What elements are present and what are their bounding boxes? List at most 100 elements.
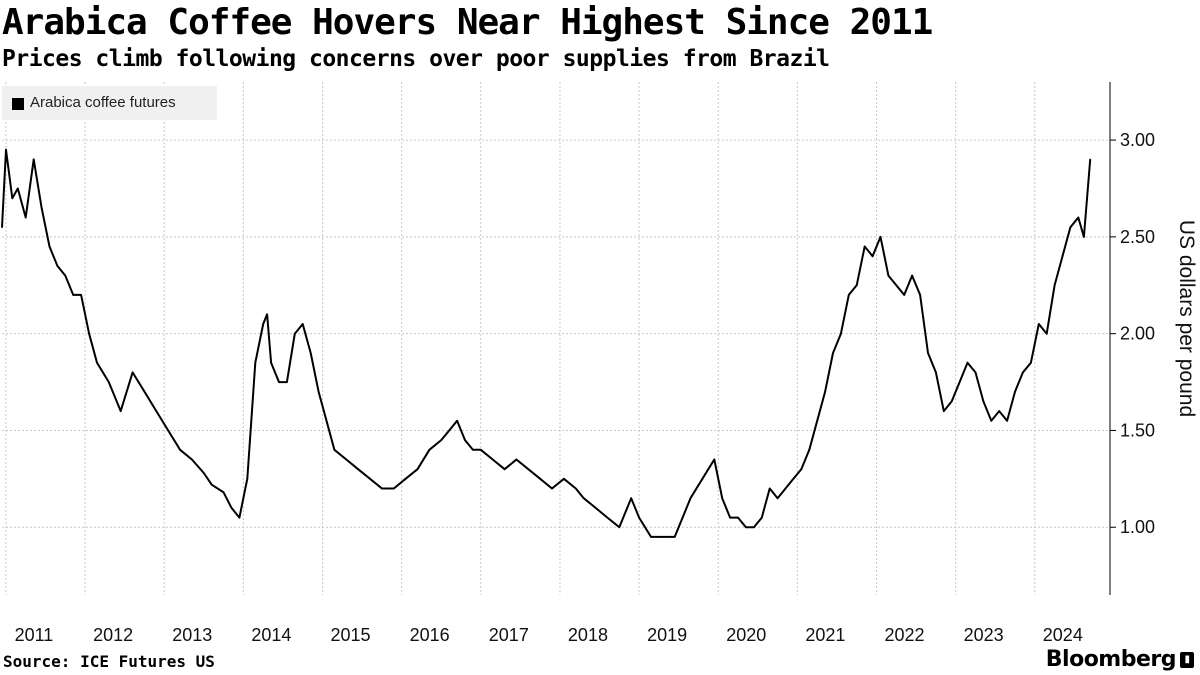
data-point [72, 294, 75, 296]
data-point [1037, 323, 1040, 325]
data-point [309, 352, 312, 354]
data-point [1006, 419, 1008, 422]
brand-logo: Bloomberg ▮ [1046, 647, 1194, 672]
data-point [1, 226, 3, 228]
data-point [879, 236, 882, 238]
data-point [784, 487, 787, 490]
data-point [753, 526, 755, 529]
x-tick-label: 2017 [489, 625, 529, 645]
data-point [760, 516, 763, 519]
data-point [1069, 226, 1072, 228]
data-point [701, 478, 704, 480]
data-point [345, 458, 348, 461]
data-point [863, 245, 866, 248]
chart-subtitle: Prices climb following concerns over poo… [2, 46, 830, 72]
data-point [737, 516, 739, 519]
data-point [222, 491, 225, 494]
y-tick-label: 3.00 [1120, 130, 1155, 150]
data-point [729, 516, 731, 519]
data-point [713, 458, 716, 461]
data-point [919, 294, 921, 296]
data-point [950, 400, 953, 403]
data-point [689, 497, 692, 500]
data-point [11, 197, 14, 199]
data-point [230, 507, 233, 509]
data-point [108, 381, 110, 383]
x-tick-label: 2014 [251, 625, 291, 645]
data-point [1014, 390, 1016, 393]
y-tick-label: 1.00 [1120, 517, 1155, 537]
data-point [357, 468, 359, 470]
data-point [278, 381, 280, 383]
data-point [1053, 284, 1056, 287]
x-tick-label: 2015 [331, 625, 371, 645]
data-point [673, 536, 676, 538]
x-tick-label: 2018 [568, 625, 608, 645]
data-point [895, 284, 898, 287]
legend-label: Arabica coffee futures [30, 94, 176, 111]
data-point [1030, 361, 1032, 364]
data-point [325, 419, 328, 422]
data-point [456, 419, 458, 422]
data-point [472, 449, 474, 451]
data-point [262, 323, 264, 325]
source-note: Source: ICE Futures US [3, 652, 215, 671]
y-tick-label: 2.00 [1120, 324, 1155, 344]
data-point [404, 478, 407, 480]
x-tick-label: 2020 [726, 625, 766, 645]
data-point [1061, 255, 1064, 258]
data-point [440, 439, 443, 441]
data-point [80, 294, 82, 296]
data-point [1089, 158, 1092, 161]
data-point [582, 497, 585, 500]
x-tick-label: 2016 [410, 625, 450, 645]
data-point [491, 458, 494, 461]
data-point [416, 468, 419, 470]
y-axis-title: US dollars per pound [1175, 220, 1198, 417]
x-tick-label: 2022 [885, 625, 925, 645]
x-tick-label: 2021 [805, 625, 845, 645]
data-point [563, 478, 565, 480]
data-point [64, 274, 67, 277]
data-point [792, 478, 795, 480]
data-point [369, 478, 371, 480]
data-point [832, 352, 834, 354]
data-point [650, 536, 652, 538]
data-point [966, 361, 969, 364]
data-point [800, 468, 803, 470]
series-line [1, 148, 1092, 538]
x-tick-label: 2013 [172, 625, 212, 645]
data-point [119, 410, 122, 412]
data-point [464, 439, 466, 441]
data-point [286, 381, 288, 383]
brand-name: Bloomberg [1045, 647, 1177, 672]
data-point [998, 410, 1000, 412]
data-point [871, 255, 874, 258]
data-point [210, 483, 213, 486]
data-point [167, 429, 169, 432]
data-point [527, 468, 530, 470]
data-point [840, 332, 842, 335]
data-point [887, 274, 890, 277]
data-point [681, 516, 684, 519]
data-point [808, 449, 811, 451]
data-point [974, 371, 977, 374]
data-point [515, 458, 518, 461]
data-point [745, 526, 747, 529]
data-point [1077, 216, 1080, 219]
data-point [24, 216, 27, 219]
x-tick-label: 2012 [93, 625, 133, 645]
data-point [958, 381, 961, 383]
data-point [574, 487, 577, 490]
data-point [990, 419, 993, 422]
data-point [203, 472, 205, 474]
bloomberg-terminal-icon: ▮ [1180, 651, 1194, 668]
data-point [638, 516, 640, 519]
x-tick-label: 2024 [1043, 625, 1083, 645]
data-point [448, 429, 450, 432]
data-point [294, 332, 296, 335]
data-point [630, 497, 632, 500]
data-point [848, 294, 850, 296]
data-point [903, 294, 906, 296]
